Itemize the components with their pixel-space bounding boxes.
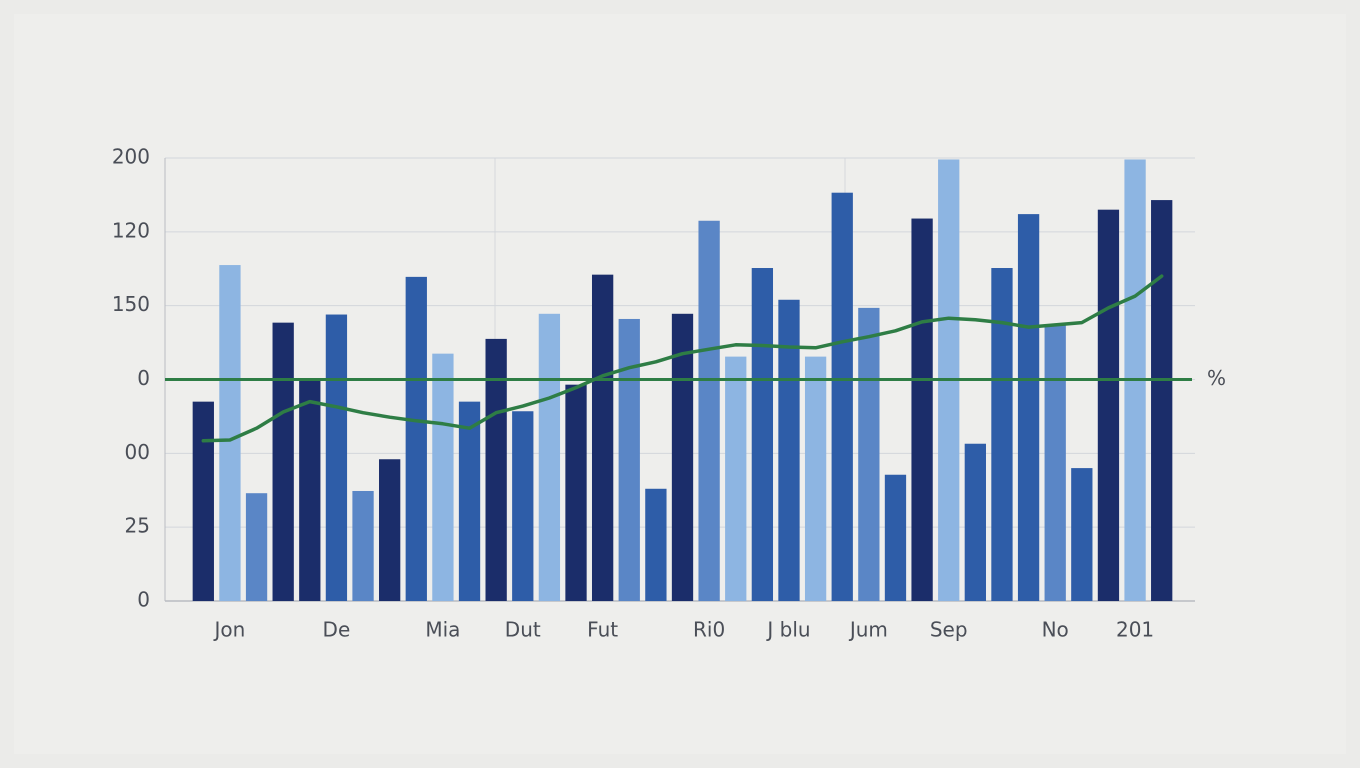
bar — [538, 313, 561, 601]
bar — [911, 218, 933, 601]
bar — [991, 268, 1013, 601]
bar — [272, 322, 294, 601]
x-tick-label: Mia — [425, 618, 460, 642]
bar — [964, 443, 986, 601]
bar — [751, 268, 774, 601]
bar — [219, 265, 241, 601]
bar — [831, 192, 853, 601]
bar — [1044, 324, 1066, 601]
x-tick-label: Jon — [213, 618, 246, 642]
bar — [698, 220, 720, 601]
y-tick-label: 150 — [112, 292, 150, 316]
x-tick-label: Jum — [848, 618, 888, 642]
x-tick-label: Ri0 — [693, 618, 725, 642]
y-tick-label: 25 — [125, 514, 150, 538]
bar — [485, 338, 507, 601]
x-tick-label: No — [1042, 618, 1069, 642]
x-tick-label: Dut — [505, 618, 541, 642]
bar — [858, 307, 880, 601]
x-tick-label: 201 — [1116, 618, 1154, 642]
bar — [432, 353, 454, 601]
bar — [645, 488, 667, 601]
bar — [725, 356, 747, 601]
bar — [405, 276, 427, 601]
bar — [778, 299, 800, 601]
bar — [884, 474, 907, 601]
bar — [1097, 209, 1120, 601]
bar — [1017, 214, 1040, 601]
bar — [458, 401, 481, 601]
reference-label: % — [1207, 366, 1226, 390]
x-tick-label: Sep — [930, 618, 968, 642]
bar — [618, 318, 640, 601]
x-tick-label: De — [323, 618, 351, 642]
bar — [671, 313, 694, 601]
bar — [379, 459, 401, 601]
bar — [512, 411, 534, 601]
bar — [591, 274, 614, 601]
bar — [804, 356, 827, 601]
bar — [1151, 200, 1173, 601]
bar — [565, 384, 587, 601]
trend-line — [201, 274, 1164, 443]
bar — [299, 378, 321, 601]
y-tick-label: 200 — [112, 145, 150, 169]
y-tick-label: 0 — [137, 588, 150, 612]
bar — [325, 314, 348, 601]
bar — [1071, 468, 1093, 601]
bar — [352, 490, 374, 601]
y-tick-label: 120 — [112, 218, 150, 242]
x-tick-label: Fut — [587, 618, 618, 642]
bar — [192, 401, 214, 601]
y-tick-label: 00 — [125, 440, 150, 464]
y-tick-label: 0 — [137, 366, 150, 390]
bar — [245, 493, 268, 601]
x-tick-label: J blu — [765, 618, 810, 642]
